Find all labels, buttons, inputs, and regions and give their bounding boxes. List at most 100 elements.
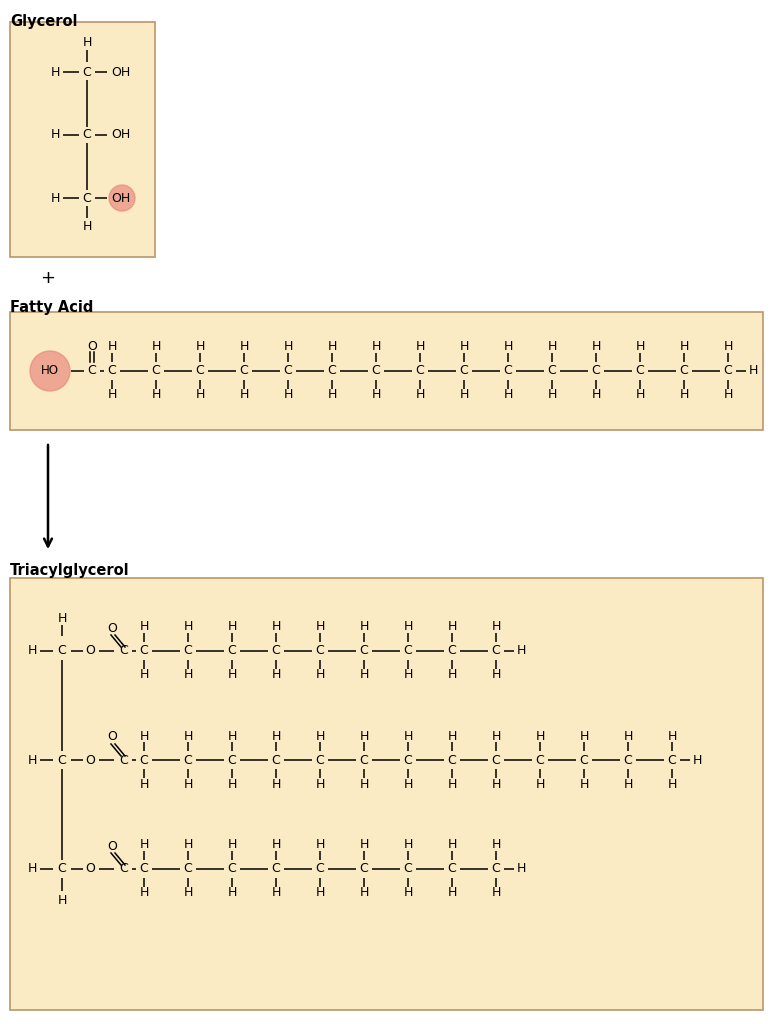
Text: C: C	[57, 644, 67, 657]
Text: C: C	[272, 862, 280, 876]
Text: H: H	[315, 669, 324, 682]
Text: H: H	[447, 777, 457, 791]
Text: H: H	[404, 839, 413, 852]
Text: C: C	[492, 754, 501, 767]
Text: H: H	[371, 388, 381, 401]
Text: H: H	[359, 621, 369, 634]
Text: H: H	[227, 729, 237, 742]
Text: H: H	[723, 388, 733, 401]
Text: Glycerol: Glycerol	[10, 14, 78, 29]
Text: C: C	[57, 862, 67, 876]
Text: OH: OH	[112, 128, 130, 141]
Text: H: H	[679, 388, 688, 401]
Text: C: C	[492, 862, 501, 876]
Text: C: C	[416, 365, 424, 378]
Text: C: C	[272, 644, 280, 657]
Text: H: H	[27, 644, 36, 657]
Text: H: H	[516, 862, 525, 876]
Text: H: H	[140, 887, 149, 899]
Text: H: H	[183, 729, 192, 742]
Text: C: C	[227, 754, 237, 767]
Text: H: H	[623, 777, 632, 791]
Text: C: C	[548, 365, 556, 378]
Text: H: H	[447, 887, 457, 899]
Text: C: C	[504, 365, 512, 378]
Text: H: H	[196, 341, 205, 353]
Text: H: H	[404, 621, 413, 634]
Text: C: C	[535, 754, 545, 767]
Text: H: H	[504, 341, 513, 353]
Text: OH: OH	[112, 66, 130, 79]
Text: C: C	[283, 365, 293, 378]
Text: Triacylglycerol: Triacylglycerol	[10, 563, 130, 578]
Text: H: H	[459, 341, 469, 353]
Circle shape	[30, 351, 70, 391]
Text: H: H	[272, 621, 281, 634]
Text: H: H	[504, 388, 513, 401]
Text: H: H	[491, 887, 501, 899]
Text: C: C	[316, 754, 324, 767]
Text: H: H	[371, 341, 381, 353]
Text: H: H	[516, 644, 525, 657]
Text: H: H	[315, 621, 324, 634]
Text: H: H	[535, 777, 545, 791]
Text: H: H	[196, 388, 205, 401]
Text: H: H	[272, 777, 281, 791]
Text: H: H	[227, 839, 237, 852]
Text: H: H	[491, 729, 501, 742]
Text: H: H	[359, 669, 369, 682]
Text: H: H	[183, 621, 192, 634]
Text: H: H	[27, 754, 36, 767]
Text: H: H	[447, 729, 457, 742]
Text: C: C	[492, 644, 501, 657]
Text: H: H	[183, 887, 192, 899]
Text: H: H	[491, 621, 501, 634]
Text: C: C	[636, 365, 644, 378]
Text: H: H	[272, 669, 281, 682]
Text: H: H	[315, 729, 324, 742]
Text: C: C	[327, 365, 336, 378]
Text: H: H	[151, 388, 161, 401]
Text: H: H	[447, 621, 457, 634]
Text: C: C	[359, 644, 369, 657]
Text: H: H	[183, 839, 192, 852]
Text: C: C	[184, 862, 192, 876]
Text: O: O	[107, 622, 117, 635]
Text: C: C	[724, 365, 733, 378]
Text: C: C	[404, 862, 412, 876]
Text: O: O	[85, 862, 95, 876]
Text: C: C	[184, 644, 192, 657]
Text: H: H	[723, 341, 733, 353]
Text: H: H	[447, 839, 457, 852]
Text: H: H	[183, 669, 192, 682]
Text: C: C	[624, 754, 632, 767]
Text: C: C	[359, 754, 369, 767]
Text: H: H	[272, 839, 281, 852]
Text: H: H	[283, 388, 293, 401]
Text: C: C	[272, 754, 280, 767]
Text: C: C	[120, 754, 128, 767]
Text: C: C	[140, 644, 148, 657]
Text: H: H	[227, 621, 237, 634]
Text: HO: HO	[41, 365, 59, 378]
Text: H: H	[359, 729, 369, 742]
Text: O: O	[87, 341, 97, 353]
Text: H: H	[636, 341, 645, 353]
Text: H: H	[140, 777, 149, 791]
Text: Fatty Acid: Fatty Acid	[10, 300, 93, 315]
Text: H: H	[27, 862, 36, 876]
Text: H: H	[151, 341, 161, 353]
Text: H: H	[636, 388, 645, 401]
Text: H: H	[107, 341, 116, 353]
Text: H: H	[227, 777, 237, 791]
Text: C: C	[108, 365, 116, 378]
Text: H: H	[227, 669, 237, 682]
Text: H: H	[183, 777, 192, 791]
FancyBboxPatch shape	[10, 578, 763, 1010]
Text: C: C	[82, 128, 92, 141]
Text: H: H	[748, 365, 757, 378]
Text: C: C	[57, 754, 67, 767]
Text: H: H	[50, 66, 60, 79]
Text: C: C	[404, 644, 412, 657]
Text: H: H	[459, 388, 469, 401]
